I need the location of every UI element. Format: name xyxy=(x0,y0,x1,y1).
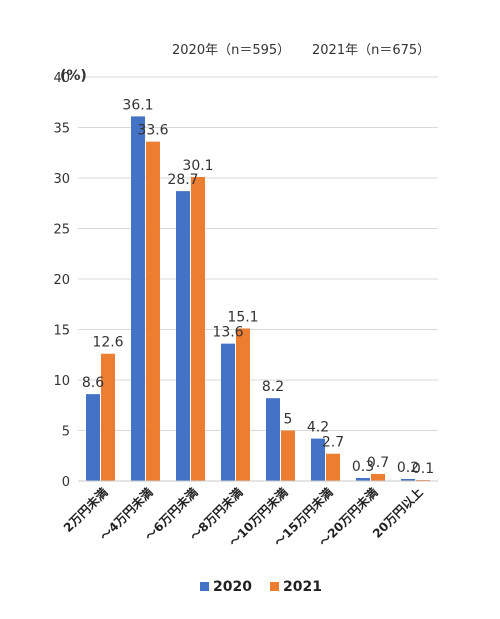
data-label-2020-1: 36.1 xyxy=(122,97,153,113)
bar-2020-6 xyxy=(356,477,370,481)
bar-2021-0 xyxy=(101,353,115,481)
y-tick-label: 30 xyxy=(53,172,70,187)
y-tick-label: 25 xyxy=(53,223,70,238)
bar-2020-7 xyxy=(401,478,415,481)
data-label-2021-7: 0.1 xyxy=(412,461,434,477)
bars xyxy=(86,116,430,482)
y-unit-label: (%) xyxy=(60,68,87,84)
data-label-2020-4: 8.2 xyxy=(262,379,284,395)
data-labels: 8.6 12.6 36.1 33.6 28.730.1 13.615.1 8.2 5 4.22.… xyxy=(82,97,434,477)
data-label-2021-6: 0.7 xyxy=(367,455,389,471)
y-tick-label: 20 xyxy=(53,273,70,288)
data-label-2021-1: 33.6 xyxy=(137,123,168,139)
bar-2020-2 xyxy=(176,191,190,481)
y-tick-label: 15 xyxy=(53,324,70,339)
legend: 2020 2021 xyxy=(200,579,322,595)
bar-2021-1 xyxy=(146,141,160,481)
bar-2021-7 xyxy=(416,479,430,481)
bar-2021-5 xyxy=(326,453,340,481)
bar-2020-5 xyxy=(311,438,325,481)
bar-2021-3 xyxy=(236,328,250,481)
legend-label-2021: 2021 xyxy=(283,579,322,595)
legend-swatch-2021 xyxy=(270,582,279,591)
y-tick-label: 35 xyxy=(53,122,70,137)
bar-2020-4 xyxy=(266,398,280,481)
data-label-2021-5: 2.7 xyxy=(322,435,344,451)
bar-2021-4 xyxy=(281,430,295,481)
legend-swatch-2020 xyxy=(200,582,209,591)
y-axis-ticks: 0 5 10 15 20 25 30 35 40 xyxy=(53,71,70,490)
data-label-2020-7: 0.2 xyxy=(397,460,419,476)
data-label-2021-4: 5 xyxy=(284,412,293,428)
y-tick-label: 5 xyxy=(62,425,70,440)
data-label-2021-2: 30.1 xyxy=(182,158,213,174)
y-tick-label: 40 xyxy=(53,71,70,86)
bar-2021-6 xyxy=(371,473,385,481)
data-label-2020-0: 8.6 xyxy=(82,375,104,391)
bar-2021-2 xyxy=(191,176,205,482)
sample-size-2020: 2020年（n＝595） xyxy=(172,43,290,58)
data-label-2021-3: 15.1 xyxy=(227,309,258,325)
data-label-2020-2: 28.7 xyxy=(167,172,198,188)
category-labels: 2万円未満～4万円未満～6万円未満～8万円未満～10万円未満～15万円未満～20… xyxy=(60,485,425,550)
data-label-2020-5: 4.2 xyxy=(307,420,329,436)
sample-size-2021: 2021年（n＝675） xyxy=(312,43,430,58)
bar-2020-1 xyxy=(131,116,145,481)
bar-2020-3 xyxy=(221,343,235,481)
data-label-2020-3: 13.6 xyxy=(212,325,243,341)
legend-label-2020: 2020 xyxy=(213,579,252,595)
y-tick-label: 0 xyxy=(62,475,70,490)
y-tick-label: 10 xyxy=(53,374,70,389)
data-label-2021-0: 12.6 xyxy=(92,335,123,351)
data-label-2020-6: 0.3 xyxy=(352,459,374,475)
bar-2020-0 xyxy=(86,394,100,481)
